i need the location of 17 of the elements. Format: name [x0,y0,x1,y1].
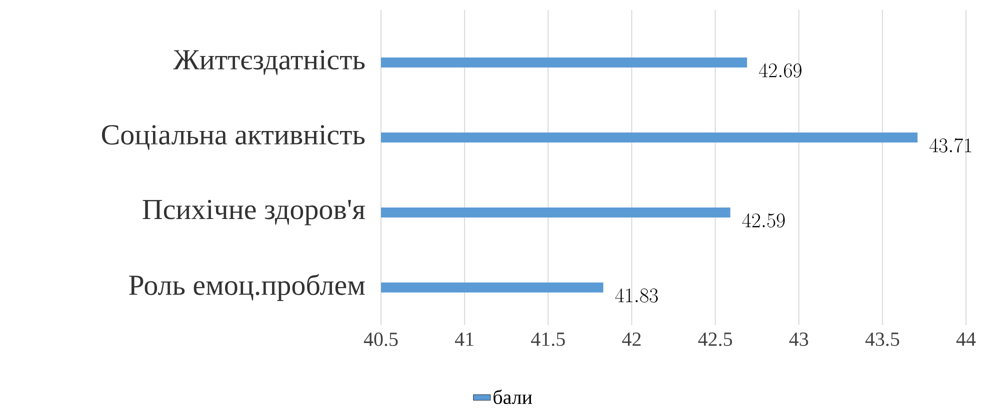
legend-label: бали [494,389,532,404]
y-tick-label: Роль емоц.проблем [129,274,365,301]
x-tick-label: 44 [956,332,976,346]
x-tick-label: 41.5 [531,332,565,346]
data-label: 42.59 [742,213,785,228]
x-tick-label: 41 [454,332,474,346]
data-label: 43.71 [929,138,972,152]
data-label: 42.69 [758,63,802,78]
y-tick-label: Життєздатність [173,50,365,75]
x-tick-label: 40.5 [364,332,398,346]
x-tick-label: 42 [622,332,641,346]
x-tick-label: 43 [789,332,808,346]
y-tick-label: Психічне здоров'я [142,200,365,226]
y-tick-label: Соціальна активність [102,124,365,150]
data-label: 41 .83 [615,288,658,302]
x-tick-label: 42.5 [698,332,732,346]
x-tick-label: 43.5 [865,332,900,346]
